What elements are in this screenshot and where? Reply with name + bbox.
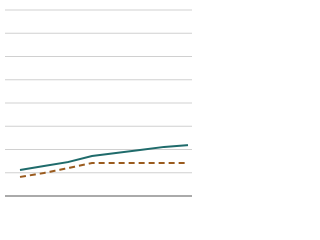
series-line: [19, 161, 188, 178]
series-line: [19, 144, 189, 171]
page: (() => { const data = JSON.parse(documen…: [5, 9, 192, 197]
chart: [5, 9, 192, 197]
